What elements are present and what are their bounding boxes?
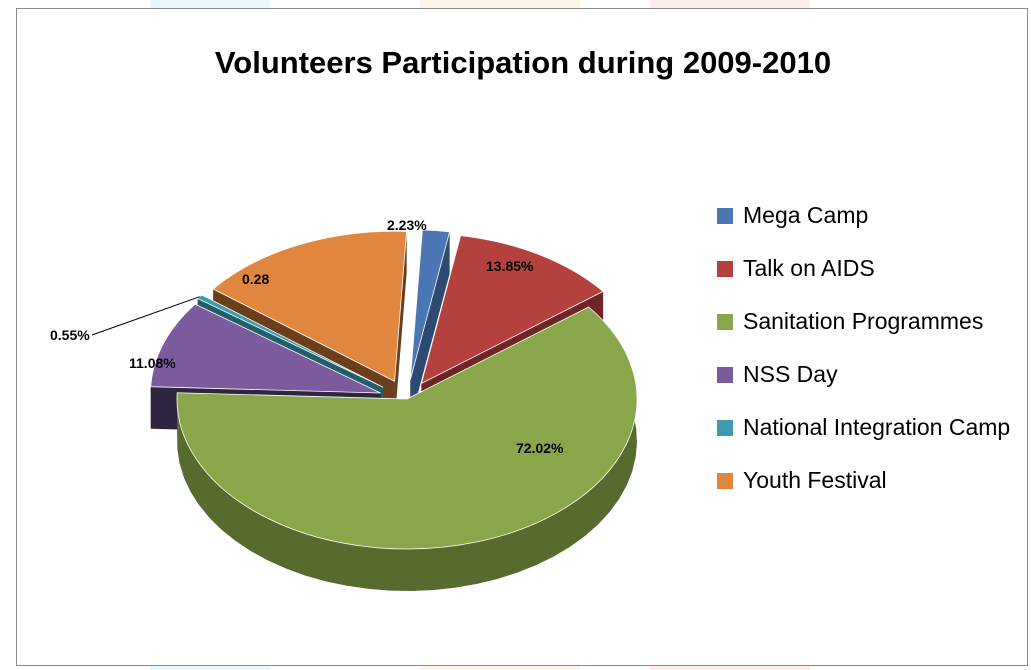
legend-item-talk-on-aids: Talk on AIDS: [717, 242, 1010, 295]
legend-swatch: [717, 260, 733, 277]
legend-label: Sanitation Programmes: [743, 308, 984, 334]
chart-title: Volunteers Participation during 2009-201…: [214, 45, 832, 80]
legend-label: Mega Camp: [743, 202, 869, 228]
legend-item-sanitation-programmes: Sanitation Programmes: [717, 295, 1010, 348]
legend-swatch: [717, 419, 733, 436]
pie-slice-nss-day: [150, 303, 381, 394]
legend-label: Youth Festival: [743, 467, 887, 493]
pie-slice-national-integration-camp: [196, 294, 384, 388]
legend-swatch: [717, 313, 733, 330]
leader-line-national-integration-camp: [91, 296, 200, 336]
legend-swatch: [717, 207, 733, 224]
legend-item-youth-festival: Youth Festival: [717, 454, 1010, 507]
chart-frame: Volunteers Participation during 2009-201…: [16, 8, 1028, 666]
legend-item-mega-camp: Mega Camp: [717, 189, 1010, 242]
data-label-talk-on-aids: 13.85%: [486, 258, 534, 274]
chart-legend: Mega Camp Talk on AIDS Sanitation Programm…: [717, 189, 1010, 507]
legend-swatch: [717, 366, 733, 383]
data-label-national-integration-camp: 0.55%: [50, 327, 90, 343]
legend-label: National Integration Camp: [743, 414, 1011, 440]
legend-swatch: [717, 472, 733, 489]
data-label-youth-festival: 0.28: [242, 271, 269, 287]
data-label-nss-day: 11.08%: [129, 355, 176, 371]
pie-slice-youth-festival: [212, 230, 408, 382]
pie-chart: 2.23% 13.85% 72.02% 11.08% 0.55% 0.28: [50, 217, 638, 591]
legend-item-national-integration-camp: National Integration Camp: [717, 401, 1010, 454]
legend-label: NSS Day: [743, 361, 838, 387]
data-label-sanitation-programmes: 72.02%: [516, 440, 564, 456]
legend-item-nss-day: NSS Day: [717, 348, 1010, 401]
pie-slice-talk-on-aids: [420, 235, 604, 385]
pie-slice-sanitation-programmes: [176, 306, 638, 550]
legend-label: Talk on AIDS: [743, 255, 875, 281]
data-label-mega-camp: 2.23%: [387, 217, 427, 233]
pie-slice-mega-camp: [409, 229, 451, 380]
